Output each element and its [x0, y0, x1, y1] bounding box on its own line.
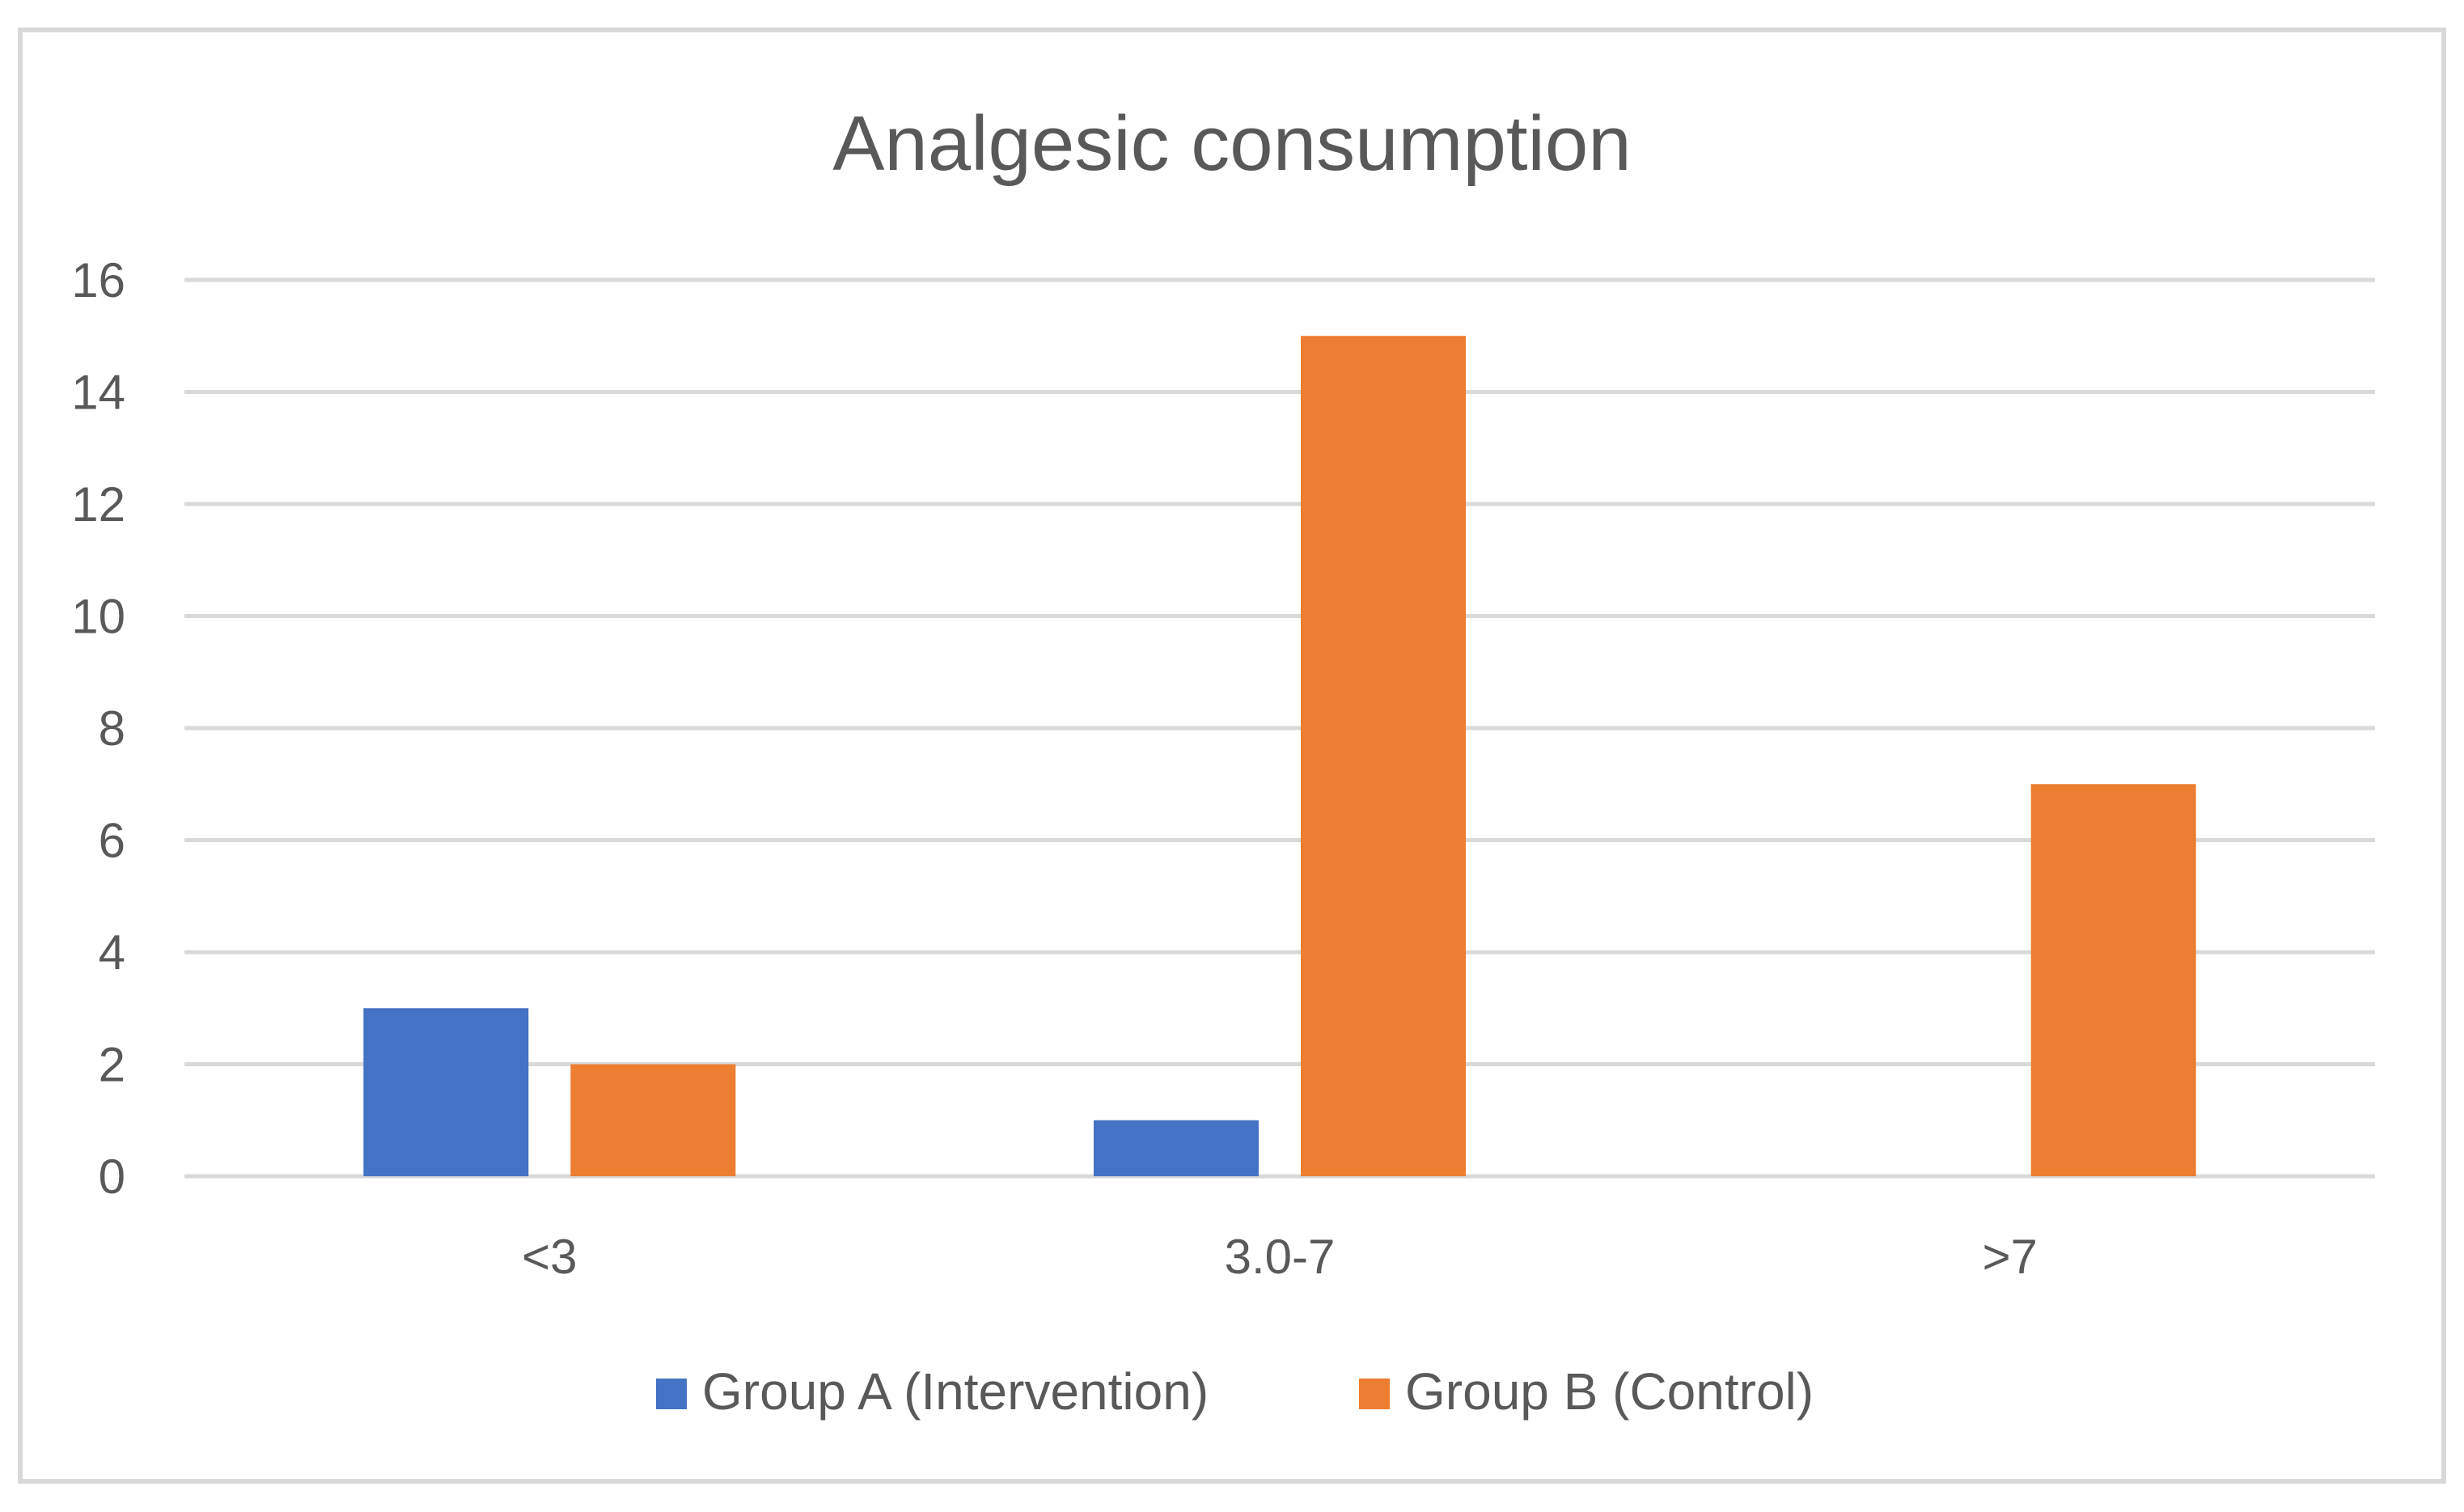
y-tick-label: 12	[71, 477, 125, 532]
chart-frame	[18, 28, 2446, 1484]
bar-series-0-cat-1	[1094, 1120, 1259, 1176]
bar-series-1-cat-0	[570, 1064, 736, 1176]
bar-series-0-cat-0	[363, 1008, 529, 1176]
legend-label-group-b: Group B (Control)	[1405, 1362, 1814, 1421]
x-tick-label: >7	[1982, 1230, 2037, 1284]
x-tick-label: 3.0-7	[1225, 1230, 1336, 1284]
y-tick-label: 10	[71, 590, 125, 644]
bars	[363, 336, 2196, 1176]
chart-title: Analgesic consumption	[832, 100, 1631, 187]
legend-label-group-a: Group A (Intervention)	[702, 1362, 1209, 1421]
y-tick-label: 6	[99, 814, 125, 868]
y-tick-label: 2	[99, 1038, 125, 1092]
gridlines	[184, 277, 2375, 1179]
y-tick-label: 16	[71, 253, 125, 307]
x-axis-ticks: <3 3.0-7 >7	[522, 1230, 2038, 1284]
y-tick-label: 4	[99, 925, 125, 980]
x-tick-label: <3	[522, 1230, 577, 1284]
y-tick-label: 0	[99, 1150, 125, 1204]
y-tick-label: 8	[99, 701, 125, 756]
legend-swatch-group-b	[1359, 1379, 1390, 1409]
y-tick-label: 14	[71, 366, 125, 420]
y-axis-ticks: 0 2 4 6 8 10 12 14 16	[71, 253, 125, 1204]
legend-swatch-group-a	[656, 1379, 687, 1409]
bar-series-1-cat-2	[2030, 784, 2196, 1176]
legend: Group A (Intervention) Group B (Control)	[656, 1362, 1814, 1421]
bar-series-1-cat-1	[1301, 336, 1466, 1176]
